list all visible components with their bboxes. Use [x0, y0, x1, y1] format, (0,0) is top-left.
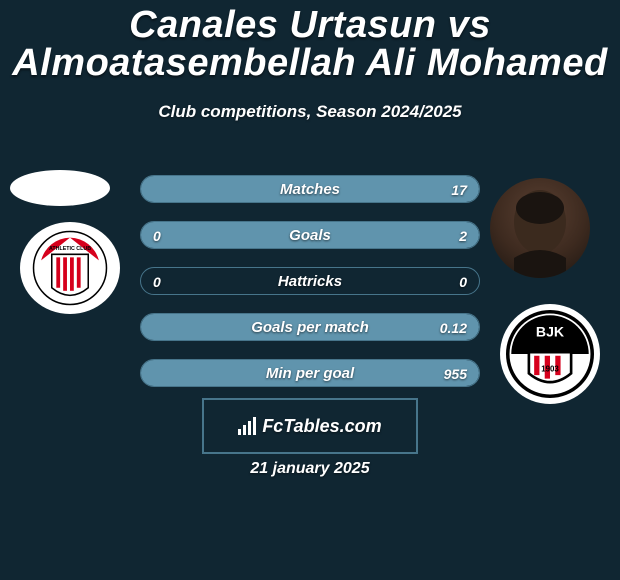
bar-chart-icon	[238, 417, 256, 435]
svg-text:BJK: BJK	[536, 323, 565, 339]
club-right-logo: BJK 1903	[500, 304, 600, 404]
player-left-photo	[10, 170, 110, 206]
stat-label: Goals	[141, 222, 479, 248]
comparison-title: Canales Urtasun vs Almoatasembellah Ali …	[0, 0, 620, 82]
stat-label: Goals per match	[141, 314, 479, 340]
stat-label: Matches	[141, 176, 479, 202]
stat-row: 955Min per goal	[140, 359, 480, 387]
snapshot-date: 21 january 2025	[0, 460, 620, 478]
svg-text:1903: 1903	[541, 365, 559, 374]
stat-label: Hattricks	[141, 268, 479, 294]
watermark-text: FcTables.com	[262, 416, 381, 437]
athletic-club-shield-icon: ATHLETIC CLUB	[32, 230, 108, 306]
player-right-photo	[490, 178, 590, 278]
stat-row: 02Goals	[140, 221, 480, 249]
club-left-logo: ATHLETIC CLUB	[20, 222, 120, 314]
besiktas-shield-icon: BJK 1903	[506, 310, 594, 398]
stat-row: 17Matches	[140, 175, 480, 203]
svg-text:ATHLETIC CLUB: ATHLETIC CLUB	[49, 246, 91, 252]
stat-row: 00Hattricks	[140, 267, 480, 295]
stats-comparison-area: 17Matches 02Goals 00Hattricks 0.12Goals per…	[140, 175, 480, 405]
stat-row: 0.12Goals per match	[140, 313, 480, 341]
stat-label: Min per goal	[141, 360, 479, 386]
player-right-face-icon	[490, 178, 590, 278]
source-watermark: FcTables.com	[202, 398, 418, 454]
season-subtitle: Club competitions, Season 2024/2025	[0, 102, 620, 122]
